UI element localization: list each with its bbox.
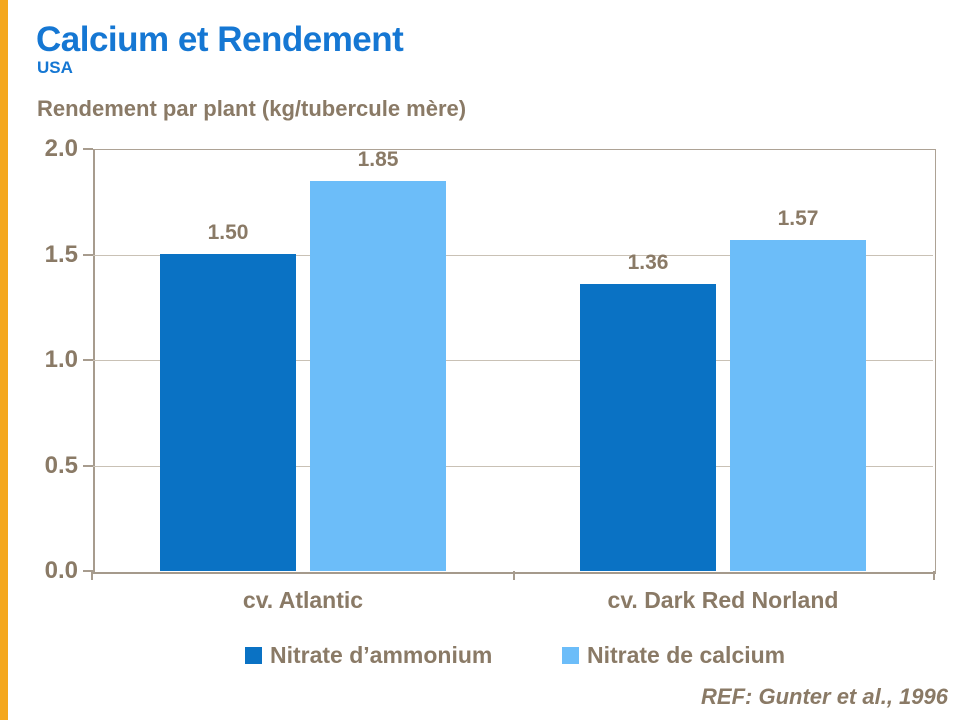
legend-label: Nitrate d’ammonium [270, 642, 493, 668]
gridline [93, 255, 933, 256]
legend-swatch-dark-blue [245, 646, 262, 664]
chart-axis-title: Rendement par plant (kg/tubercule mère) [37, 96, 467, 121]
gridline [93, 360, 933, 361]
y-axis-tick [83, 570, 93, 572]
legend-swatch-light-blue [562, 646, 579, 664]
page-subtitle: USA [37, 58, 73, 77]
bar-value-label: 1.57 [777, 207, 819, 230]
x-axis-tick [933, 571, 935, 580]
reference-note: REF: Gunter et al., 1996 [701, 684, 948, 709]
category-label: cv. Dark Red Norland [607, 587, 839, 613]
accent-stripe [0, 0, 8, 720]
bar-value-label: 1.85 [357, 148, 399, 171]
y-axis-tick [83, 465, 93, 467]
y-axis-tick [83, 359, 93, 361]
y-tick-label: 0.0 [44, 557, 78, 584]
y-tick-label: 2.0 [44, 135, 78, 162]
bar-light-2 [730, 240, 866, 571]
x-axis-tick [513, 571, 515, 580]
legend-item-nitrate-calcium: Nitrate de calcium [562, 642, 786, 668]
gridline [93, 466, 933, 467]
bar-dark-2 [580, 284, 716, 571]
y-tick-label: 1.5 [44, 241, 78, 268]
page-title: Calcium et Rendement [36, 20, 404, 59]
bar-value-label: 1.50 [207, 221, 249, 244]
y-tick-label: 1.0 [44, 346, 78, 373]
bar-light-1 [310, 181, 446, 571]
y-tick-label: 0.5 [44, 452, 78, 479]
category-label: cv. Atlantic [242, 587, 364, 613]
bar-dark-1 [160, 254, 296, 571]
y-axis-tick [83, 148, 93, 150]
legend-label: Nitrate de calcium [587, 642, 786, 668]
y-axis-tick [83, 254, 93, 256]
legend-item-nitrate-ammonium: Nitrate d’ammonium [245, 642, 493, 668]
bar-value-label: 1.36 [627, 251, 669, 274]
x-axis-tick [91, 571, 93, 580]
